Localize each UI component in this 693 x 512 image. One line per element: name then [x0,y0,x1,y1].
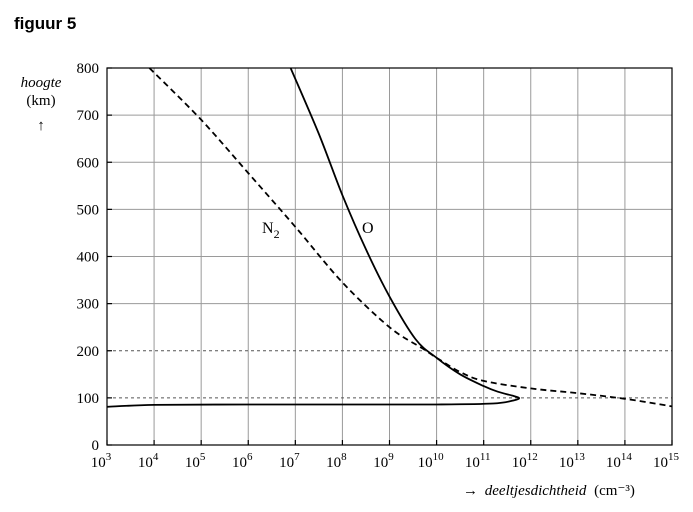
x-tick-label: 1014 [606,451,633,471]
x-tick-label: 1010 [418,451,445,471]
y-tick-label: 200 [77,344,100,360]
plot-frame [106,67,673,446]
x-tick-label: 107 [279,451,300,471]
y-axis-label: hoogte (km) ↑ [21,75,62,134]
figure-title: figuur 5 [14,14,76,33]
x-axis-label: → deeltjesdichtheid (cm⁻³) [463,483,635,499]
x-tick-label: 108 [326,451,347,471]
y-tick-label: 500 [77,202,100,218]
x-tick-label: 1013 [559,451,586,471]
y-tick-label: 600 [77,155,100,171]
x-tick-label: 105 [185,451,206,471]
x-tick-label: 1012 [512,451,538,471]
y-tick-label: 300 [77,297,100,313]
y-tick-label: 0 [92,438,100,454]
y-tick-label: 400 [77,250,100,266]
x-tick-label: 103 [91,451,112,471]
series-layer [106,67,673,408]
series-line-o [106,67,520,408]
y-tick-label: 700 [77,108,100,124]
y-tick-label: 800 [77,61,100,77]
y-axis-title: hoogte [21,75,62,91]
x-tick-label: 104 [138,451,159,471]
x-axis-unit: (cm⁻³) [594,483,635,499]
grid [107,68,672,445]
x-tick-label: 106 [232,451,253,471]
y-axis-unit: (km) [26,93,55,109]
curve-label-n2: N2 [262,220,280,241]
series-line-n2 [148,67,673,408]
x-tick-label: 1011 [465,451,491,471]
curve-label-o: O [362,220,374,237]
reference-lines [107,350,672,399]
y-axis-arrow: ↑ [37,118,45,134]
x-tick-labels: 103 104 105 106 107 108 109 1010 1011 1012 1013 101… [91,451,680,471]
y-tick-label: 100 [77,391,100,407]
x-tick-label: 109 [373,451,394,471]
x-axis-title: deeltjesdichtheid [485,483,587,499]
curve-labels: N2 O [262,220,374,241]
y-tick-labels: 0 100 200 300 400 500 600 700 800 [77,61,100,454]
x-tick-label: 1015 [653,451,680,471]
x-axis-arrow: → [463,483,478,499]
